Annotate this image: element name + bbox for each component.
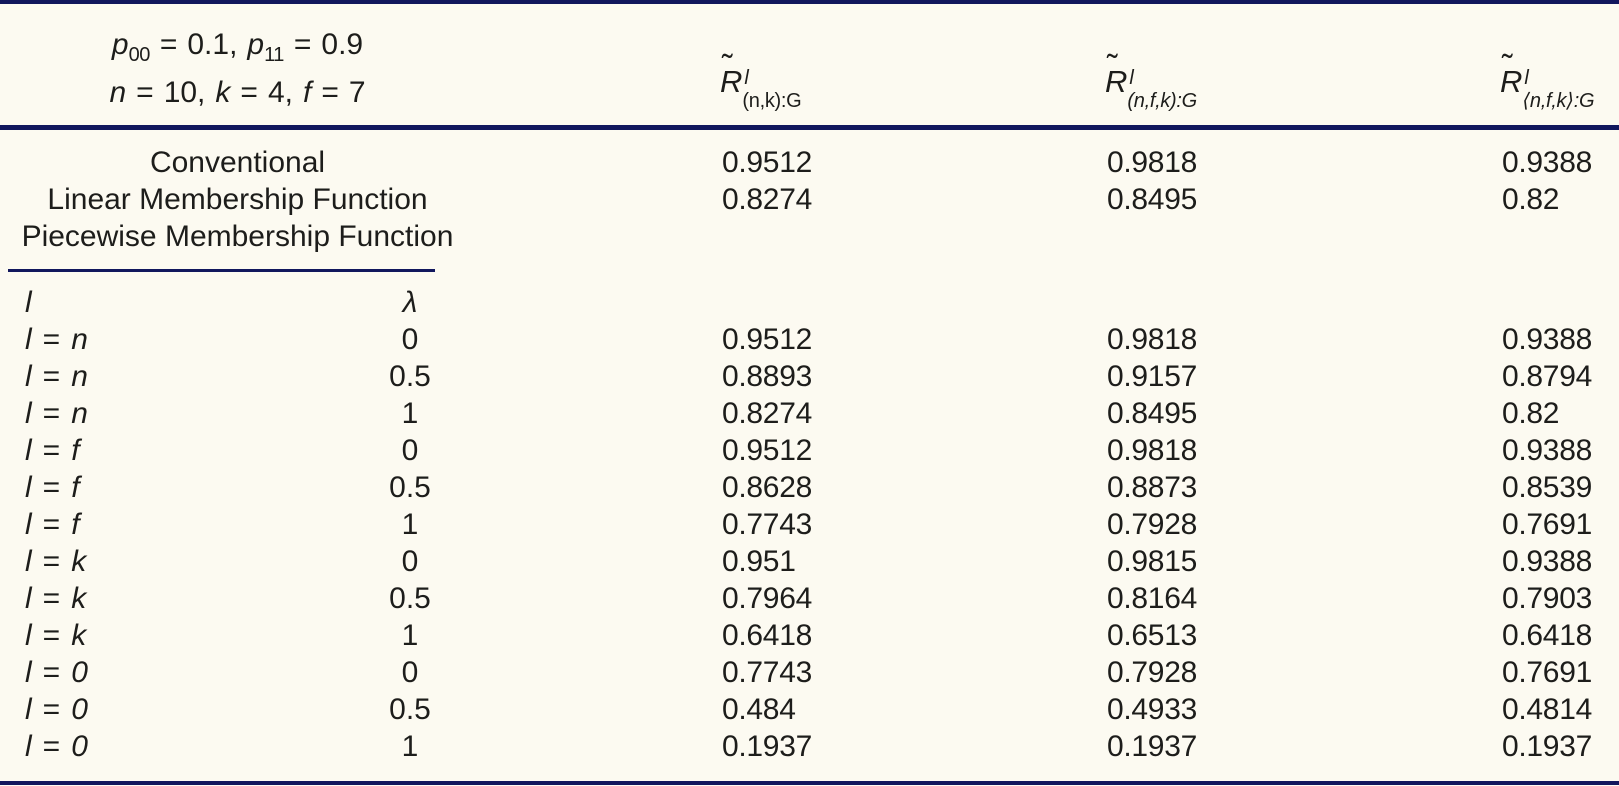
r-nk-value: 0.7743: [722, 655, 812, 689]
table-rule-partial: [8, 269, 435, 272]
method-row-piecewise: Piecewise Membership Function: [0, 218, 1619, 255]
l-column-header: l: [25, 285, 32, 319]
partial-rule-row: [0, 269, 1619, 272]
r-nfk-paren-value: 0.7928: [1107, 507, 1197, 541]
r-nfk-paren-value: 0.6513: [1107, 618, 1197, 652]
r-nk-value: 0.8628: [722, 470, 812, 504]
lambda-value: 0: [401, 433, 419, 467]
r-nk-value: 0.7743: [722, 507, 812, 541]
param-line-2: n = 10, k = 4, f = 7: [109, 76, 366, 109]
tilde-accent: ˜: [722, 48, 733, 84]
r-nfk-angle-value: 0.9388: [1502, 544, 1592, 578]
table-row: l = f 0.5 0.8628 0.8873 0.8539: [0, 469, 1619, 506]
sub-header-row: l λ: [0, 284, 1619, 321]
method-label: Piecewise Membership Function: [21, 219, 454, 253]
table-row: l = 0 0.5 0.484 0.4933 0.4814: [0, 691, 1619, 728]
r-nfk-angle-value: 0.1937: [1502, 729, 1592, 763]
table-row: l = f 0 0.9512 0.9818 0.9388: [0, 432, 1619, 469]
r-nk-value: 0.8893: [722, 359, 812, 393]
table-row: l = n 0 0.9512 0.9818 0.9388: [0, 321, 1619, 358]
r-nfk-paren-value: 0.4933: [1107, 692, 1197, 726]
lambda-value: 0: [401, 322, 419, 356]
r-nfk-angle-value: 0.82: [1502, 182, 1560, 216]
table-rule-bottom: [0, 781, 1619, 785]
table-row: l = f 1 0.7743 0.7928 0.7691: [0, 506, 1619, 543]
lambda-section: l = n 0 0.9512 0.9818 0.9388 l = n 0.5 0.889…: [0, 321, 1619, 765]
table-row: l = n 1 0.8274 0.8495 0.82: [0, 395, 1619, 432]
lambda-value: 0.5: [389, 581, 431, 615]
lambda-value: 1: [401, 507, 419, 541]
r-nk-value: 0.9512: [722, 433, 812, 467]
method-row-conventional: Conventional 0.9512 0.9818 0.9388: [0, 144, 1619, 181]
method-section: Conventional 0.9512 0.9818 0.9388 Linear…: [0, 144, 1619, 255]
method-row-linear: Linear Membership Function 0.8274 0.8495…: [0, 181, 1619, 218]
lambda-value: 0.5: [389, 470, 431, 504]
table-row: l = k 1 0.6418 0.6513 0.6418: [0, 617, 1619, 654]
table-row: l = 0 0 0.7743 0.7928 0.7691: [0, 654, 1619, 691]
param-line-1: p00 = 0.1, p11 = 0.9: [111, 28, 364, 66]
r-nk-value: 0.8274: [722, 182, 812, 216]
r-nfk-paren-value: 0.9157: [1107, 359, 1197, 393]
lambda-value: 0: [401, 544, 419, 578]
r-nfk-angle-value: 0.9388: [1502, 145, 1592, 179]
tilde-accent: ˜: [1502, 48, 1513, 84]
table-row: l = 0 1 0.1937 0.1937 0.1937: [0, 728, 1619, 765]
r-nk-value: 0.6418: [722, 618, 812, 652]
table-rule-under-header: [0, 125, 1619, 130]
r-nk-value: 0.484: [722, 692, 796, 726]
r-nfk-paren-value: 0.9818: [1107, 145, 1197, 179]
r-nfk-angle-value: 0.8794: [1502, 359, 1592, 393]
method-label: Conventional: [149, 145, 326, 179]
r-nfk-paren-value: 0.8873: [1107, 470, 1197, 504]
lambda-value: 0: [401, 655, 419, 689]
method-label: Linear Membership Function: [47, 182, 428, 216]
r-nfk-angle-value: 0.4814: [1502, 692, 1592, 726]
r-nfk-angle-value: 0.9388: [1502, 433, 1592, 467]
lambda-value: 0.5: [389, 359, 431, 393]
table-row: l = n 0.5 0.8893 0.9157 0.8794: [0, 358, 1619, 395]
lambda-value: 1: [401, 396, 419, 430]
tilde-accent: ˜: [1107, 48, 1118, 84]
r-nk-value: 0.951: [722, 544, 796, 578]
r-nfk-angle-value: 0.7691: [1502, 655, 1592, 689]
lambda-value: 1: [401, 729, 419, 763]
lambda-value: 1: [401, 618, 419, 652]
r-nfk-angle-value: 0.6418: [1502, 618, 1592, 652]
r-nfk-paren-value: 0.8495: [1107, 182, 1197, 216]
r-nk-value: 0.7964: [722, 581, 812, 615]
table-row: l = k 0.5 0.7964 0.8164 0.7903: [0, 580, 1619, 617]
r-nfk-paren-value: 0.9818: [1107, 433, 1197, 467]
r-nfk-angle-value: 0.8539: [1502, 470, 1592, 504]
param-cell: p00 = 0.1, p11 = 0.9 n = 10, k = 4, f = 7: [0, 26, 475, 111]
r-nfk-paren-value: 0.1937: [1107, 729, 1197, 763]
r-nfk-angle-value: 0.82: [1502, 396, 1560, 430]
r-nfk-angle-value: 0.9388: [1502, 322, 1592, 356]
r-nfk-angle-value: 0.7691: [1502, 507, 1592, 541]
r-nfk-angle-value: 0.7903: [1502, 581, 1592, 615]
r-nfk-paren-value: 0.7928: [1107, 655, 1197, 689]
r-nk-value: 0.1937: [722, 729, 812, 763]
r-nfk-paren-value: 0.9818: [1107, 322, 1197, 356]
r-nk-value: 0.9512: [722, 322, 812, 356]
r-nk-value: 0.9512: [722, 145, 812, 179]
r-nfk-paren-value: 0.8495: [1107, 396, 1197, 430]
table-rule-top: [0, 0, 1619, 4]
lambda-value: 0.5: [389, 692, 431, 726]
r-nfk-paren-value: 0.8164: [1107, 581, 1197, 615]
r-nfk-paren-value: 0.9815: [1107, 544, 1197, 578]
table-row: l = k 0 0.951 0.9815 0.9388: [0, 543, 1619, 580]
lambda-column-header: λ: [402, 285, 418, 319]
r-nk-value: 0.8274: [722, 396, 812, 430]
